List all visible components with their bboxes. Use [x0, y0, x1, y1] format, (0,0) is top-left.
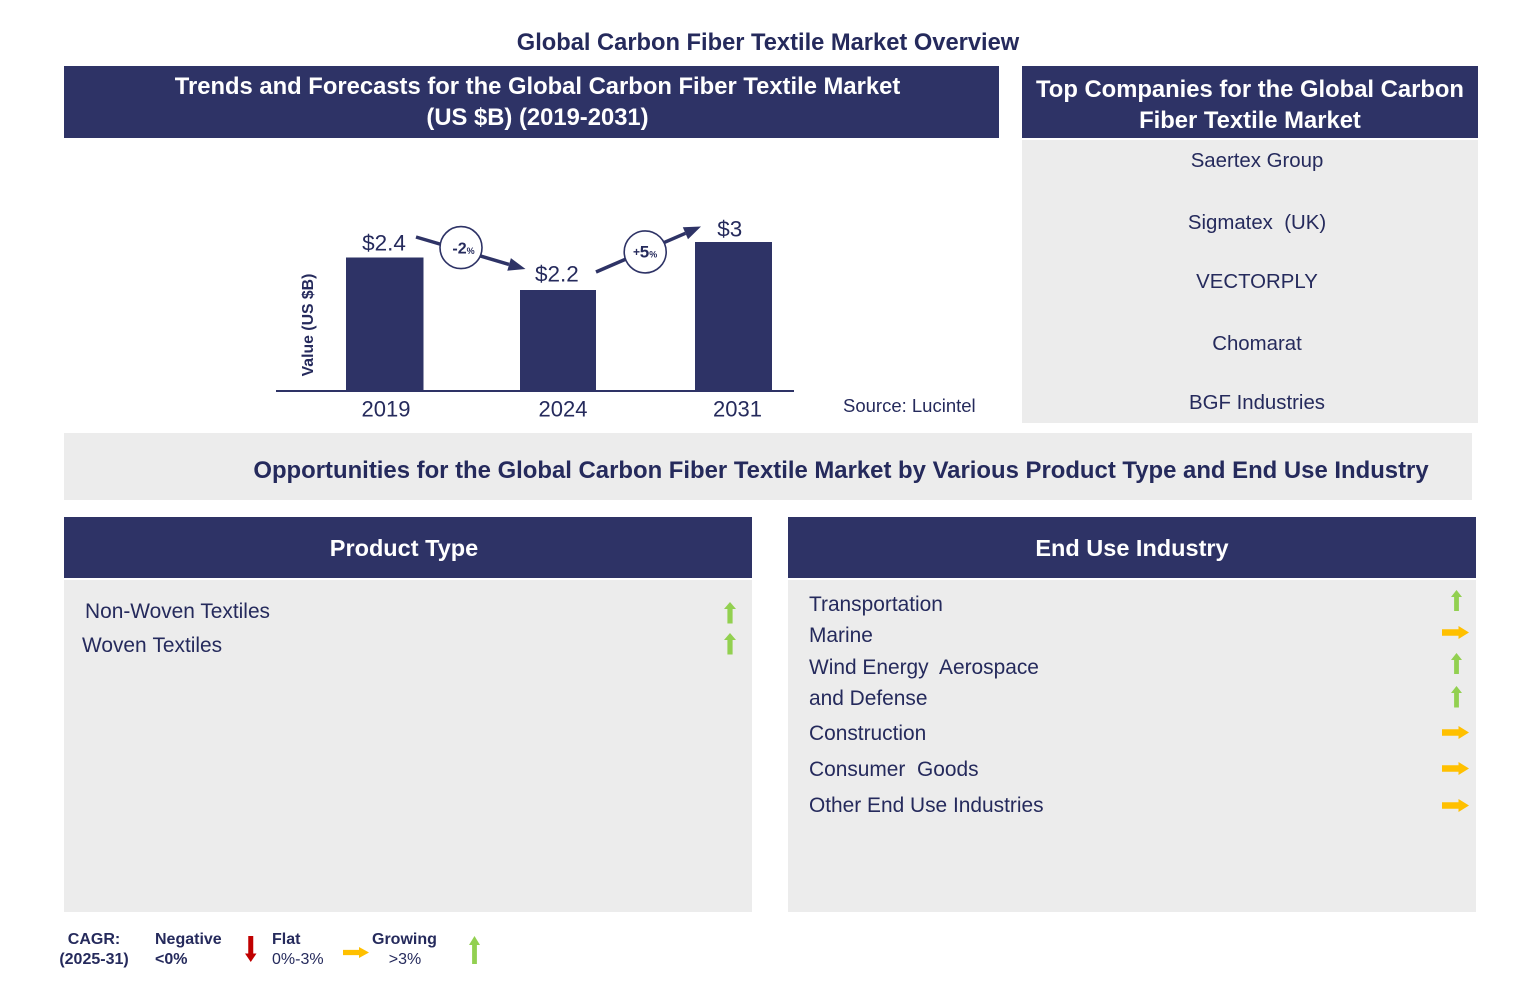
svg-text:%: % [467, 246, 475, 256]
svg-text:Value (US $B): Value (US $B) [300, 274, 317, 377]
svg-text:5: 5 [640, 242, 649, 261]
svg-text:$3: $3 [717, 216, 742, 241]
svg-text:2024: 2024 [539, 396, 588, 421]
svg-text:2019: 2019 [362, 396, 411, 421]
svg-text:2031: 2031 [713, 396, 762, 421]
svg-text:%: % [649, 249, 657, 259]
svg-text:$2.2: $2.2 [535, 262, 579, 287]
svg-text:$2.4: $2.4 [362, 230, 406, 255]
svg-text:+: + [633, 245, 640, 259]
svg-text:-2: -2 [452, 241, 466, 258]
